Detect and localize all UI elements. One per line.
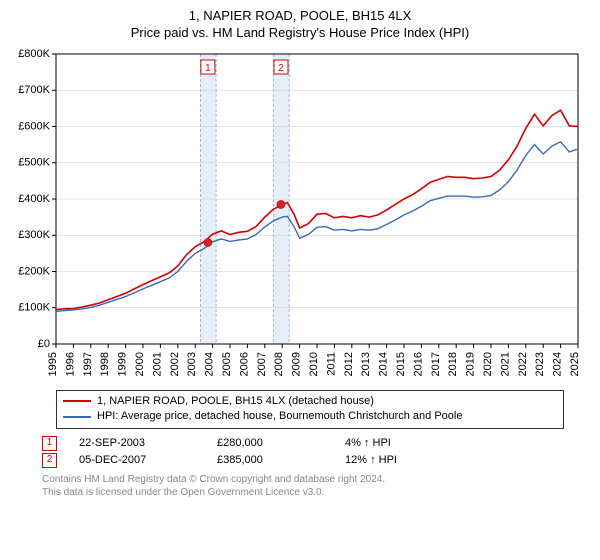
- transaction-delta: 4% ↑ HPI: [345, 435, 419, 452]
- transaction-price: £385,000: [217, 452, 345, 469]
- svg-text:2005: 2005: [221, 352, 233, 376]
- transaction-marker-1: 1: [42, 436, 57, 451]
- transaction-row: 1 22-SEP-2003 £280,000 4% ↑ HPI: [42, 435, 590, 452]
- svg-text:£100K: £100K: [18, 301, 50, 313]
- line-chart: £0 £100K £200K £300K £400K £500K £600K £700K £80…: [10, 48, 584, 386]
- transaction-date: 22-SEP-2003: [79, 435, 217, 452]
- footnote-line1: Contains HM Land Registry data © Crown c…: [42, 473, 590, 486]
- footnote-line2: This data is licensed under the Open Gov…: [42, 486, 590, 499]
- page-title-line2: Price paid vs. HM Land Registry's House …: [10, 25, 590, 42]
- svg-text:1998: 1998: [99, 352, 111, 376]
- svg-text:2010: 2010: [308, 352, 320, 376]
- svg-text:2016: 2016: [412, 352, 424, 376]
- svg-text:2020: 2020: [482, 352, 494, 376]
- legend: 1, NAPIER ROAD, POOLE, BH15 4LX (detache…: [56, 390, 564, 429]
- svg-text:£500K: £500K: [18, 156, 50, 168]
- transaction-marker-1-label: 1: [47, 435, 53, 451]
- legend-swatch-series2: [63, 416, 91, 418]
- transaction-marker-2: 2: [42, 453, 57, 468]
- legend-row-series2: HPI: Average price, detached house, Bour…: [63, 409, 557, 424]
- chart-area: £0 £100K £200K £300K £400K £500K £600K £700K £80…: [10, 48, 590, 386]
- legend-row-series1: 1, NAPIER ROAD, POOLE, BH15 4LX (detache…: [63, 394, 557, 409]
- svg-text:2022: 2022: [517, 352, 529, 376]
- svg-text:2018: 2018: [447, 352, 459, 376]
- legend-swatch-series1: [63, 400, 91, 402]
- transaction-date: 05-DEC-2007: [79, 452, 217, 469]
- svg-text:2006: 2006: [238, 352, 250, 376]
- svg-text:2003: 2003: [186, 352, 198, 376]
- svg-text:2017: 2017: [430, 352, 442, 376]
- transaction-delta: 12% ↑ HPI: [345, 452, 425, 469]
- svg-text:2021: 2021: [499, 352, 511, 376]
- transaction-price: £280,000: [217, 435, 345, 452]
- svg-text:£700K: £700K: [18, 84, 50, 96]
- svg-text:2000: 2000: [134, 352, 146, 376]
- svg-text:2025: 2025: [569, 352, 581, 376]
- svg-text:2007: 2007: [256, 352, 268, 376]
- legend-label-series1: 1, NAPIER ROAD, POOLE, BH15 4LX (detache…: [97, 394, 374, 409]
- svg-text:2009: 2009: [291, 352, 303, 376]
- svg-text:1996: 1996: [64, 352, 76, 376]
- svg-text:2015: 2015: [395, 352, 407, 376]
- svg-text:2012: 2012: [343, 352, 355, 376]
- svg-text:£0: £0: [38, 338, 50, 350]
- footnote: Contains HM Land Registry data © Crown c…: [42, 473, 590, 499]
- svg-text:2: 2: [278, 63, 284, 74]
- svg-text:1999: 1999: [117, 352, 129, 376]
- svg-text:2004: 2004: [204, 352, 216, 376]
- transactions-table: 1 22-SEP-2003 £280,000 4% ↑ HPI 2 05-DEC…: [42, 435, 590, 469]
- svg-text:2014: 2014: [378, 352, 390, 376]
- svg-text:1995: 1995: [47, 352, 59, 376]
- svg-text:£800K: £800K: [18, 48, 50, 60]
- page-title-line1: 1, NAPIER ROAD, POOLE, BH15 4LX: [10, 8, 590, 25]
- svg-text:2002: 2002: [169, 352, 181, 376]
- svg-text:£600K: £600K: [18, 120, 50, 132]
- svg-text:2011: 2011: [325, 352, 337, 376]
- svg-text:£300K: £300K: [18, 229, 50, 241]
- svg-text:1997: 1997: [82, 352, 94, 376]
- svg-text:2023: 2023: [534, 352, 546, 376]
- svg-text:2019: 2019: [465, 352, 477, 376]
- svg-text:£400K: £400K: [18, 193, 50, 205]
- svg-text:2008: 2008: [273, 352, 285, 376]
- svg-text:£200K: £200K: [18, 265, 50, 277]
- svg-text:2024: 2024: [552, 352, 564, 376]
- svg-text:2001: 2001: [151, 352, 163, 376]
- transaction-marker-2-label: 2: [47, 452, 53, 468]
- legend-label-series2: HPI: Average price, detached house, Bour…: [97, 409, 462, 424]
- svg-text:2013: 2013: [360, 352, 372, 376]
- transaction-row: 2 05-DEC-2007 £385,000 12% ↑ HPI: [42, 452, 590, 469]
- svg-text:1: 1: [205, 63, 211, 74]
